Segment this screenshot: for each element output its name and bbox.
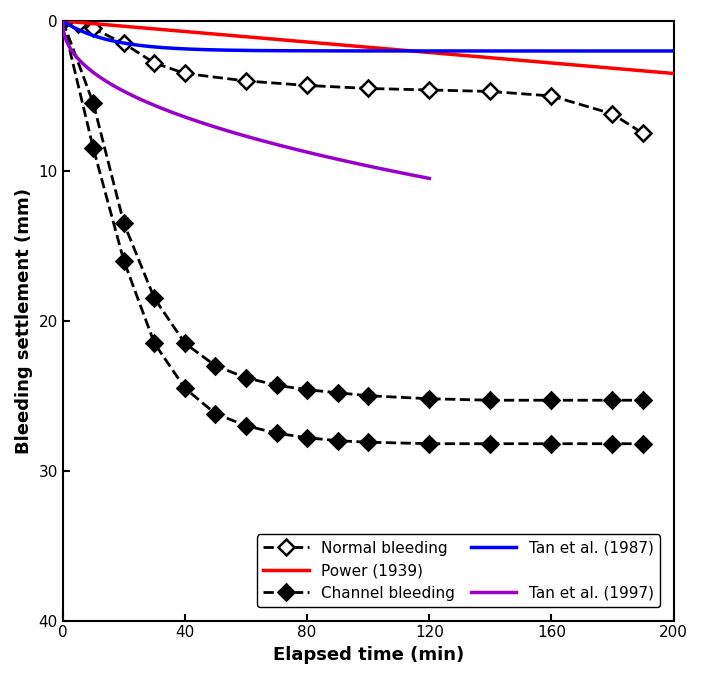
Line: Power (1939): Power (1939) (63, 21, 673, 73)
Channel bleeding (120, 219, 128, 227)
Normal bleeding (425, 86, 434, 94)
Tan et al. (1997) (178, 112, 186, 120)
Tan et al. (1987) (654, 47, 663, 55)
Line: Tan et al. (1987): Tan et al. (1987) (63, 21, 673, 51)
Tan et al. (1987) (389, 47, 397, 55)
Channel bleeding (333, 388, 342, 397)
Tan et al. (1997) (425, 175, 434, 183)
Normal bleeding (120, 39, 128, 48)
Tan et al. (1997) (103, 77, 111, 86)
Channel bleeding (364, 392, 373, 400)
Power (1939) (58, 17, 67, 25)
Channel bleeding (212, 362, 220, 370)
Normal bleeding (608, 110, 617, 118)
Channel bleeding (150, 294, 159, 302)
Channel bleeding (272, 381, 280, 389)
Channel bleeding (58, 17, 67, 25)
Tan et al. (1997) (204, 121, 212, 129)
Tan et al. (1997) (289, 145, 297, 153)
Normal bleeding (150, 59, 159, 67)
Power (1939) (389, 45, 397, 54)
Line: Tan et al. (1997): Tan et al. (1997) (63, 21, 430, 179)
Tan et al. (1997) (58, 17, 67, 25)
Power (1939) (349, 42, 357, 50)
Normal bleeding (547, 92, 555, 100)
Tan et al. (1997) (323, 153, 332, 161)
Channel bleeding (639, 396, 647, 404)
Tan et al. (1987) (669, 47, 678, 55)
Channel bleeding (425, 394, 434, 403)
Legend: Normal bleeding, Power (1939), Channel bleeding, Tan et al. (1987), , Tan et al.: Normal bleeding, Power (1939), Channel b… (257, 534, 660, 607)
Tan et al. (1987) (352, 47, 361, 55)
Channel bleeding (242, 373, 250, 382)
Channel bleeding (89, 99, 98, 107)
Tan et al. (1987) (559, 47, 567, 55)
Y-axis label: Bleeding settlement (mm): Bleeding settlement (mm) (15, 188, 33, 454)
Normal bleeding (364, 84, 373, 92)
Normal bleeding (58, 17, 67, 25)
Tan et al. (1997) (325, 153, 333, 162)
Normal bleeding (181, 69, 189, 77)
Tan et al. (1987) (58, 17, 67, 25)
Channel bleeding (486, 396, 494, 404)
Channel bleeding (608, 396, 617, 404)
Line: Channel bleeding: Channel bleeding (57, 16, 649, 406)
Tan et al. (1987) (422, 47, 430, 55)
Line: Normal bleeding: Normal bleeding (57, 16, 649, 139)
X-axis label: Elapsed time (min): Elapsed time (min) (273, 646, 464, 664)
Power (1939) (654, 68, 663, 76)
Channel bleeding (181, 340, 189, 348)
Channel bleeding (303, 386, 311, 394)
Normal bleeding (242, 77, 250, 85)
Normal bleeding (639, 129, 647, 137)
Normal bleeding (89, 24, 98, 33)
Normal bleeding (486, 88, 494, 96)
Power (1939) (559, 60, 567, 68)
Channel bleeding (547, 396, 555, 404)
Tan et al. (1987) (349, 47, 357, 55)
Power (1939) (352, 42, 361, 50)
Normal bleeding (74, 20, 82, 28)
Power (1939) (669, 69, 678, 77)
Power (1939) (422, 48, 430, 56)
Normal bleeding (303, 81, 311, 90)
